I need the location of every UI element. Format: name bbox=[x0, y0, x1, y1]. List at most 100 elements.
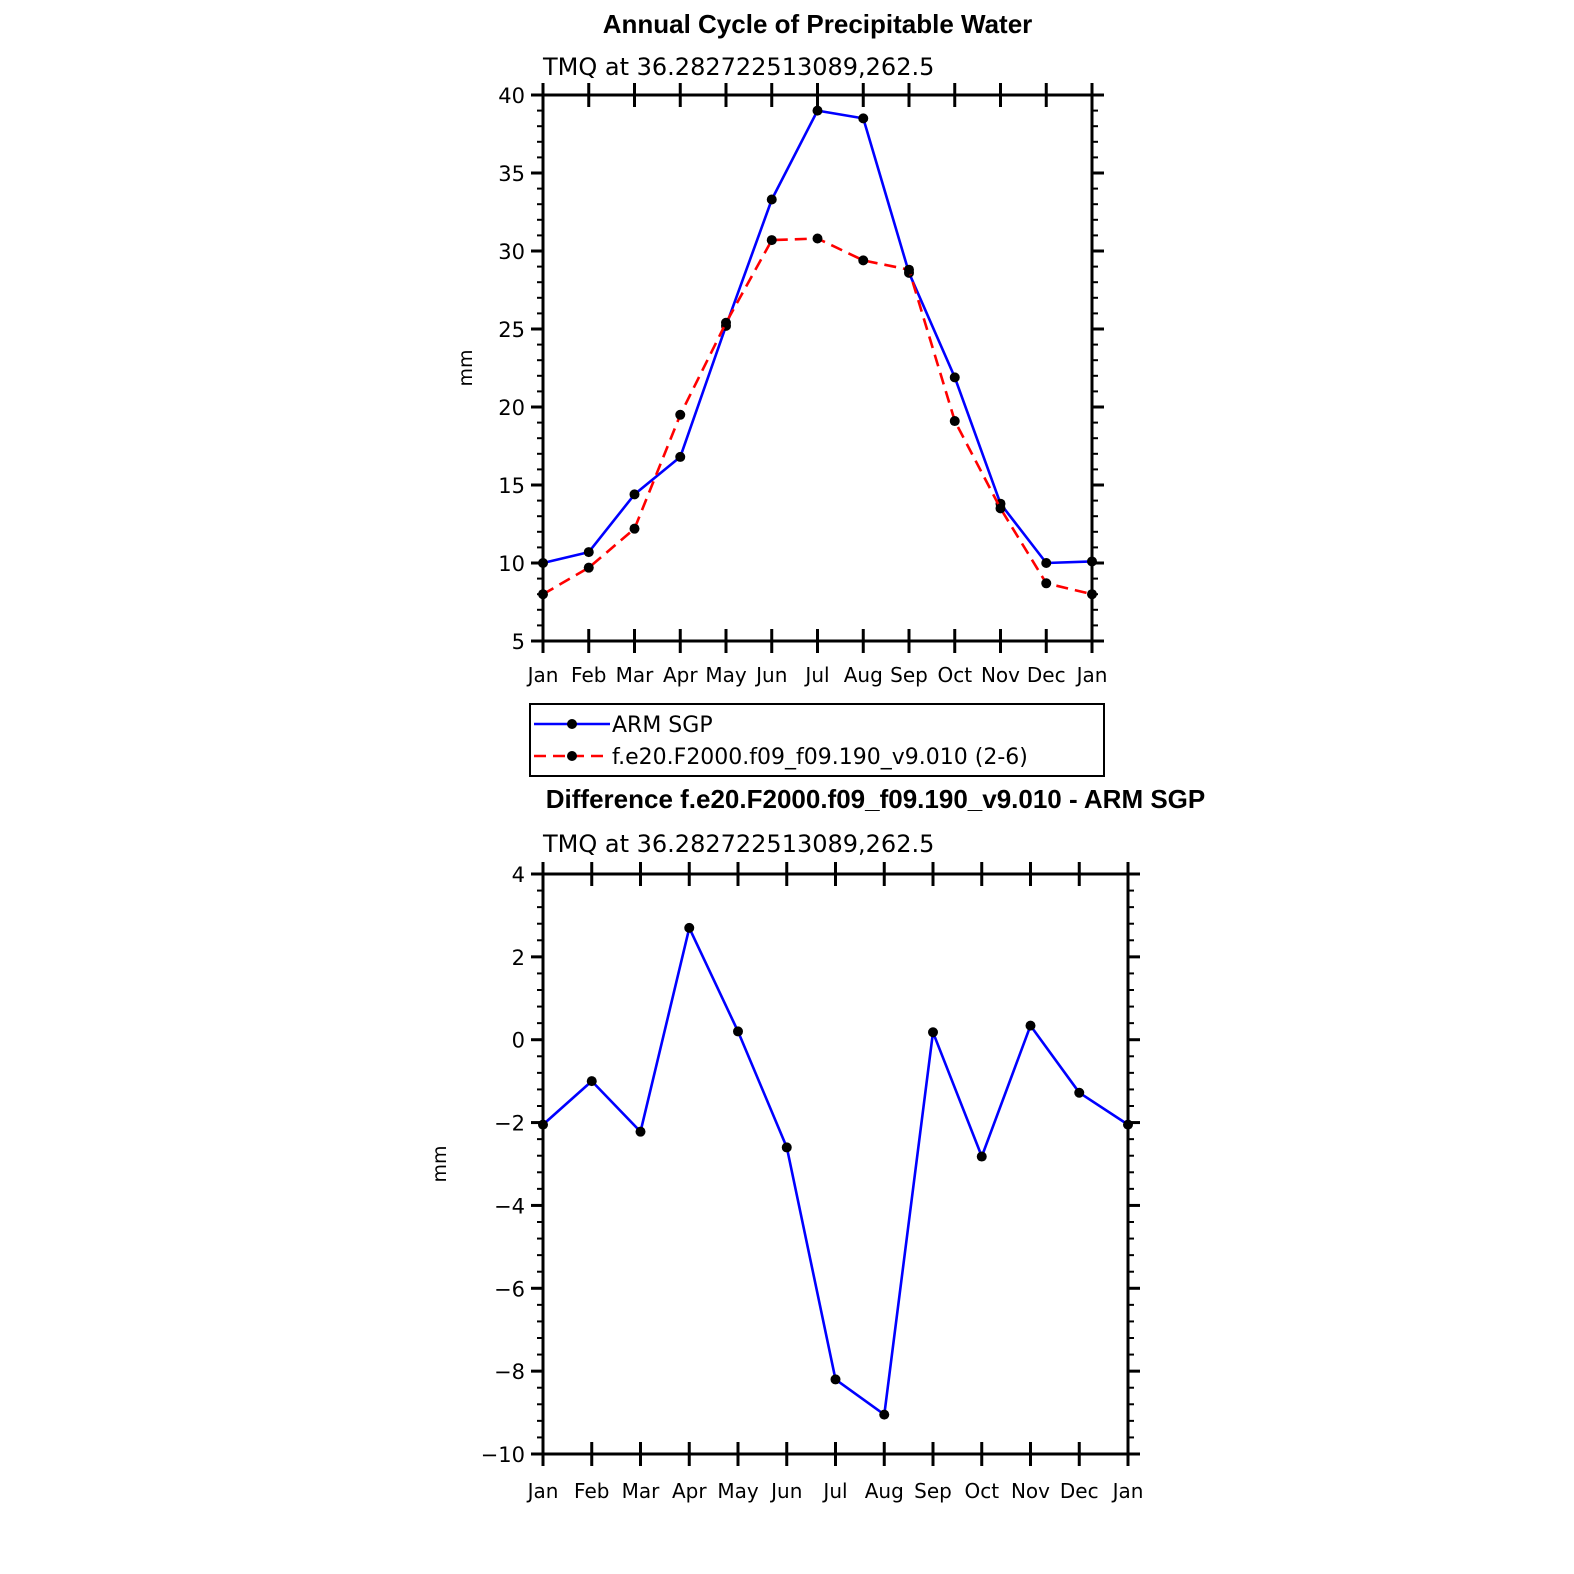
y-tick-label: 2 bbox=[512, 946, 525, 970]
y-tick-label: −6 bbox=[494, 1277, 525, 1301]
data-point bbox=[858, 255, 869, 266]
data-point bbox=[1087, 589, 1097, 600]
data-point bbox=[538, 558, 548, 568]
x-tick-label: Jun bbox=[769, 1479, 802, 1503]
y-tick-label: 15 bbox=[498, 474, 525, 498]
data-point bbox=[733, 1026, 743, 1037]
y-tick-label: 5 bbox=[512, 630, 525, 654]
data-point bbox=[629, 489, 640, 500]
y-tick-label: 35 bbox=[498, 162, 525, 186]
data-point bbox=[721, 317, 731, 328]
x-tick-label: Feb bbox=[574, 1479, 609, 1503]
data-point bbox=[1087, 556, 1097, 567]
y-tick-label: 0 bbox=[512, 1029, 525, 1053]
data-point bbox=[675, 409, 686, 420]
series-line bbox=[542, 926, 1129, 1416]
legend-entry: f.e20.F2000.f09_f09.190_v9.010 (2-6) bbox=[612, 745, 1028, 770]
legend-marker bbox=[567, 751, 577, 761]
plot-frame bbox=[541, 93, 1094, 643]
legend-entry: ARM SGP bbox=[612, 713, 713, 738]
y-tick-label: 20 bbox=[498, 396, 525, 420]
chart-title: Annual Cycle of Precipitable Water bbox=[603, 9, 1033, 39]
y-axis-label: mm bbox=[429, 1145, 451, 1182]
x-tick-label: May bbox=[705, 663, 747, 687]
data-point bbox=[766, 235, 777, 246]
data-point bbox=[879, 1409, 890, 1420]
x-tick-label: Oct bbox=[964, 1479, 999, 1503]
data-point bbox=[586, 1076, 597, 1087]
data-point bbox=[675, 451, 686, 462]
legend-marker bbox=[567, 719, 577, 729]
x-tick-label: Aug bbox=[865, 1479, 904, 1503]
chart-title: Difference f.e20.F2000.f09_f09.190_v9.01… bbox=[546, 784, 1206, 814]
series-line bbox=[542, 109, 1093, 565]
data-point bbox=[995, 503, 1006, 514]
x-tick-label: Jul bbox=[803, 663, 829, 687]
y-tick-label: 25 bbox=[498, 318, 525, 342]
data-point bbox=[538, 1119, 548, 1130]
x-tick-label: Jan bbox=[1075, 663, 1108, 687]
data-point bbox=[830, 1374, 841, 1385]
data-point bbox=[635, 1126, 646, 1137]
data-point bbox=[949, 416, 960, 427]
y-tick-label: 4 bbox=[512, 863, 525, 887]
x-tick-label: Mar bbox=[622, 1479, 661, 1503]
data-point bbox=[684, 922, 695, 933]
data-point bbox=[812, 233, 823, 244]
data-point bbox=[583, 547, 594, 558]
data-point bbox=[858, 113, 869, 124]
x-tick-label: Aug bbox=[844, 663, 883, 687]
y-tick-label: 10 bbox=[498, 552, 525, 576]
y-tick-label: −10 bbox=[481, 1443, 525, 1467]
x-tick-label: Jan bbox=[1111, 1479, 1144, 1503]
x-tick-label: Jun bbox=[754, 663, 787, 687]
chart-subtitle: TMQ at 36.282722513089,262.5 bbox=[542, 830, 934, 858]
data-point bbox=[781, 1142, 792, 1153]
data-point bbox=[1025, 1020, 1036, 1031]
x-tick-label: Nov bbox=[1011, 1479, 1050, 1503]
data-point bbox=[1041, 558, 1052, 568]
x-tick-label: May bbox=[717, 1479, 759, 1503]
data-point bbox=[583, 562, 594, 573]
series-1 bbox=[538, 922, 1133, 1420]
data-point bbox=[904, 264, 914, 275]
chart-panel-1: Annual Cycle of Precipitable Water TMQ at… bbox=[455, 9, 1108, 777]
y-tick-label: −2 bbox=[494, 1112, 525, 1136]
x-tick-label: Jan bbox=[526, 1479, 559, 1503]
x-tick-label: Feb bbox=[571, 663, 606, 687]
y-tick-label: 40 bbox=[498, 84, 525, 108]
y-axis-label: mm bbox=[455, 349, 477, 386]
chart-subtitle: TMQ at 36.282722513089,262.5 bbox=[542, 53, 934, 81]
series-2 bbox=[538, 233, 1097, 600]
data-point bbox=[766, 194, 777, 205]
series-line bbox=[542, 237, 1093, 596]
data-point bbox=[1041, 578, 1052, 589]
plot-frame bbox=[541, 872, 1130, 1456]
y-tick-label: 30 bbox=[498, 240, 525, 264]
x-tick-label: Mar bbox=[616, 663, 655, 687]
x-tick-label: Apr bbox=[672, 1479, 707, 1503]
x-tick-label: Dec bbox=[1027, 663, 1066, 687]
x-tick-label: Jul bbox=[821, 1479, 847, 1503]
data-point bbox=[949, 372, 960, 383]
x-tick-label: Sep bbox=[914, 1479, 952, 1503]
legend-box bbox=[529, 703, 1105, 777]
x-tick-label: Apr bbox=[663, 663, 698, 687]
chart-panel-2: Difference f.e20.F2000.f09_f09.190_v9.01… bbox=[429, 784, 1205, 1503]
x-tick-label: Nov bbox=[981, 663, 1020, 687]
data-point bbox=[1123, 1119, 1133, 1130]
data-point bbox=[538, 589, 548, 600]
x-tick-label: Dec bbox=[1060, 1479, 1099, 1503]
data-point bbox=[928, 1027, 938, 1038]
series-1 bbox=[538, 105, 1097, 568]
y-tick-label: −4 bbox=[494, 1194, 525, 1218]
data-point bbox=[1074, 1087, 1085, 1098]
x-tick-label: Sep bbox=[890, 663, 928, 687]
x-tick-label: Jan bbox=[526, 663, 559, 687]
data-point bbox=[812, 105, 823, 116]
data-point bbox=[976, 1151, 987, 1162]
legend: ARM SGP f.e20.F2000.f09_f09.190_v9.010 (2… bbox=[529, 703, 1105, 777]
data-point bbox=[629, 523, 640, 534]
x-tick-label: Oct bbox=[937, 663, 972, 687]
